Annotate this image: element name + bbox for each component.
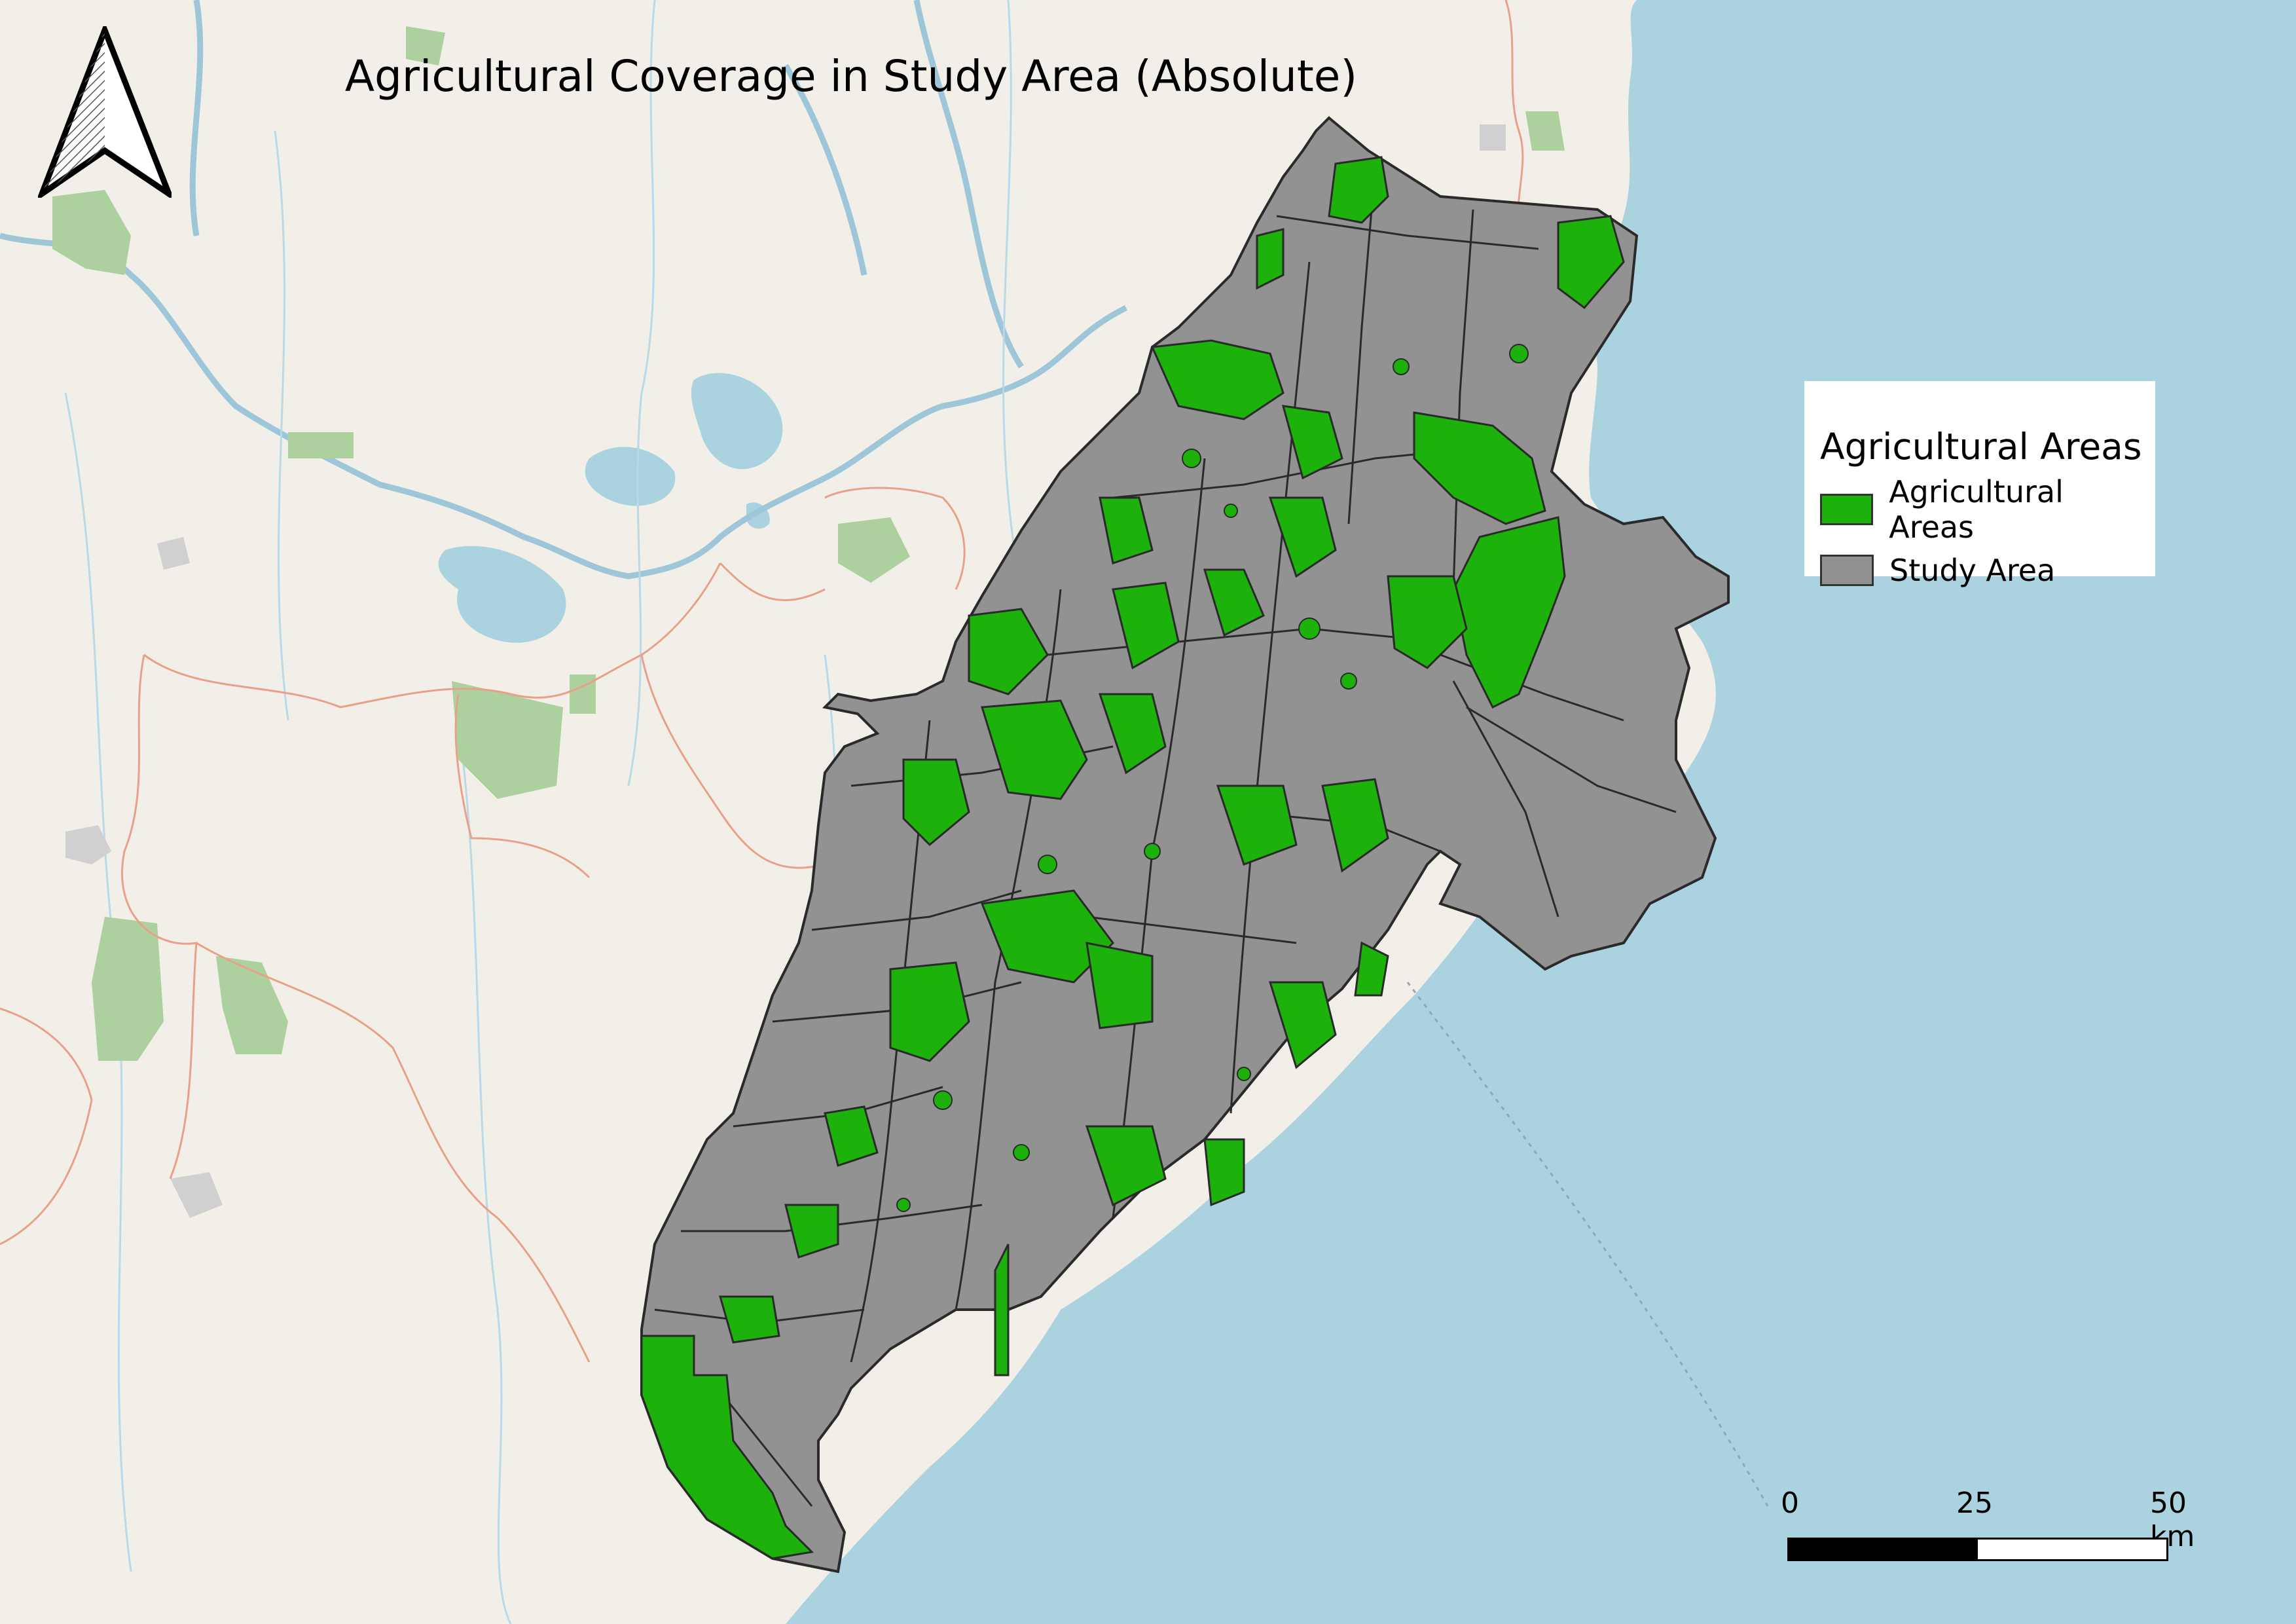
scale-label-0: 0	[1781, 1486, 1799, 1520]
admin-boundaries	[0, 0, 1527, 1363]
maritime-boundary	[1406, 982, 1769, 1507]
legend-title: Agricultural Areas	[1820, 426, 2142, 468]
legend-item-study-area: Study Area	[1820, 553, 2155, 588]
north-arrow-icon	[38, 26, 172, 198]
map-legend: Agricultural Areas Agricultural Areas St…	[1804, 381, 2155, 588]
forest-patches	[52, 26, 1565, 1061]
agricultural-swatch	[1820, 494, 1874, 525]
scale-bar: 0 25 50 km	[1781, 1486, 2239, 1572]
legend-label: Study Area	[1889, 553, 2056, 588]
agricultural-areas	[640, 156, 1625, 1560]
legend-label: Agricultural Areas	[1889, 474, 2064, 545]
study-area-swatch	[1820, 555, 1874, 586]
built-up-areas	[65, 124, 1506, 1218]
scale-bar-graphic	[1787, 1538, 2168, 1561]
lakes	[438, 373, 783, 643]
map-title: Agricultural Coverage in Study Area (Abs…	[344, 51, 1358, 101]
rivers	[0, 0, 1128, 580]
scale-segment-white	[1978, 1540, 2166, 1559]
agricultural-speckles	[896, 344, 1529, 1212]
scale-label-25: 25	[1956, 1486, 1993, 1520]
legend-item-agricultural: Agricultural Areas	[1820, 474, 2155, 545]
scale-segment-black	[1789, 1540, 1978, 1559]
